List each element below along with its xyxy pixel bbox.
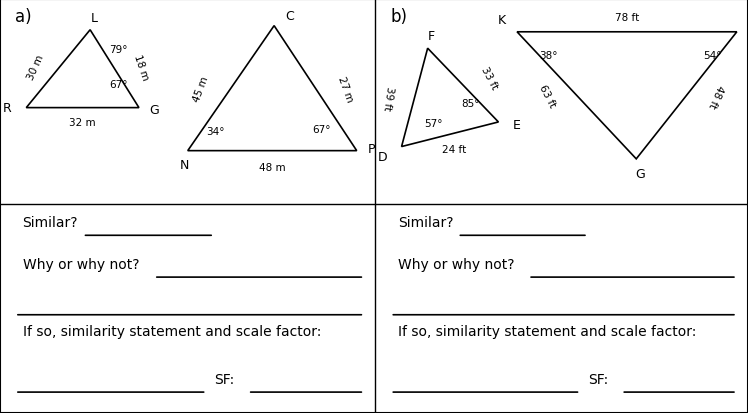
Text: D: D [378,151,387,164]
Text: If so, similarity statement and scale factor:: If so, similarity statement and scale fa… [22,324,321,338]
Text: 79°: 79° [109,45,127,55]
Text: Why or why not?: Why or why not? [398,257,515,271]
Text: 27 m: 27 m [337,75,355,103]
Text: 57°: 57° [424,119,442,129]
Text: 45 m: 45 m [191,75,210,103]
Text: 34°: 34° [206,127,225,137]
Text: SF:: SF: [214,372,234,386]
Text: Similar?: Similar? [398,216,453,230]
Text: 67°: 67° [109,80,128,90]
Text: If so, similarity statement and scale factor:: If so, similarity statement and scale fa… [398,324,696,338]
Text: b): b) [390,8,408,26]
Text: K: K [498,14,506,27]
Text: a): a) [15,8,31,26]
Text: SF:: SF: [588,372,608,386]
Text: 32 m: 32 m [70,118,96,128]
Text: 54°: 54° [703,51,722,61]
Text: C: C [285,10,293,23]
Text: 38°: 38° [539,51,558,61]
Text: 24 ft: 24 ft [441,144,466,154]
Text: G: G [635,167,645,180]
Text: F: F [428,30,435,43]
Text: 48 m: 48 m [259,163,286,173]
Text: R: R [3,102,12,115]
Text: 85°: 85° [462,98,479,108]
Text: N: N [180,159,188,172]
Text: 78 ft: 78 ft [615,13,639,24]
Text: P: P [368,143,375,156]
Text: 18 m: 18 m [132,53,150,82]
Text: L: L [91,12,97,25]
Text: H: H [747,14,748,27]
Text: Why or why not?: Why or why not? [22,257,139,271]
Text: E: E [513,118,521,131]
Text: G: G [149,104,159,117]
Text: 30 m: 30 m [25,53,46,81]
Text: 48 ft: 48 ft [707,83,726,109]
Text: 63 ft: 63 ft [537,83,557,109]
Text: 67°: 67° [312,125,331,135]
Text: Similar?: Similar? [22,216,78,230]
Text: 33 ft: 33 ft [479,65,499,91]
Text: 39 ft: 39 ft [381,85,395,111]
